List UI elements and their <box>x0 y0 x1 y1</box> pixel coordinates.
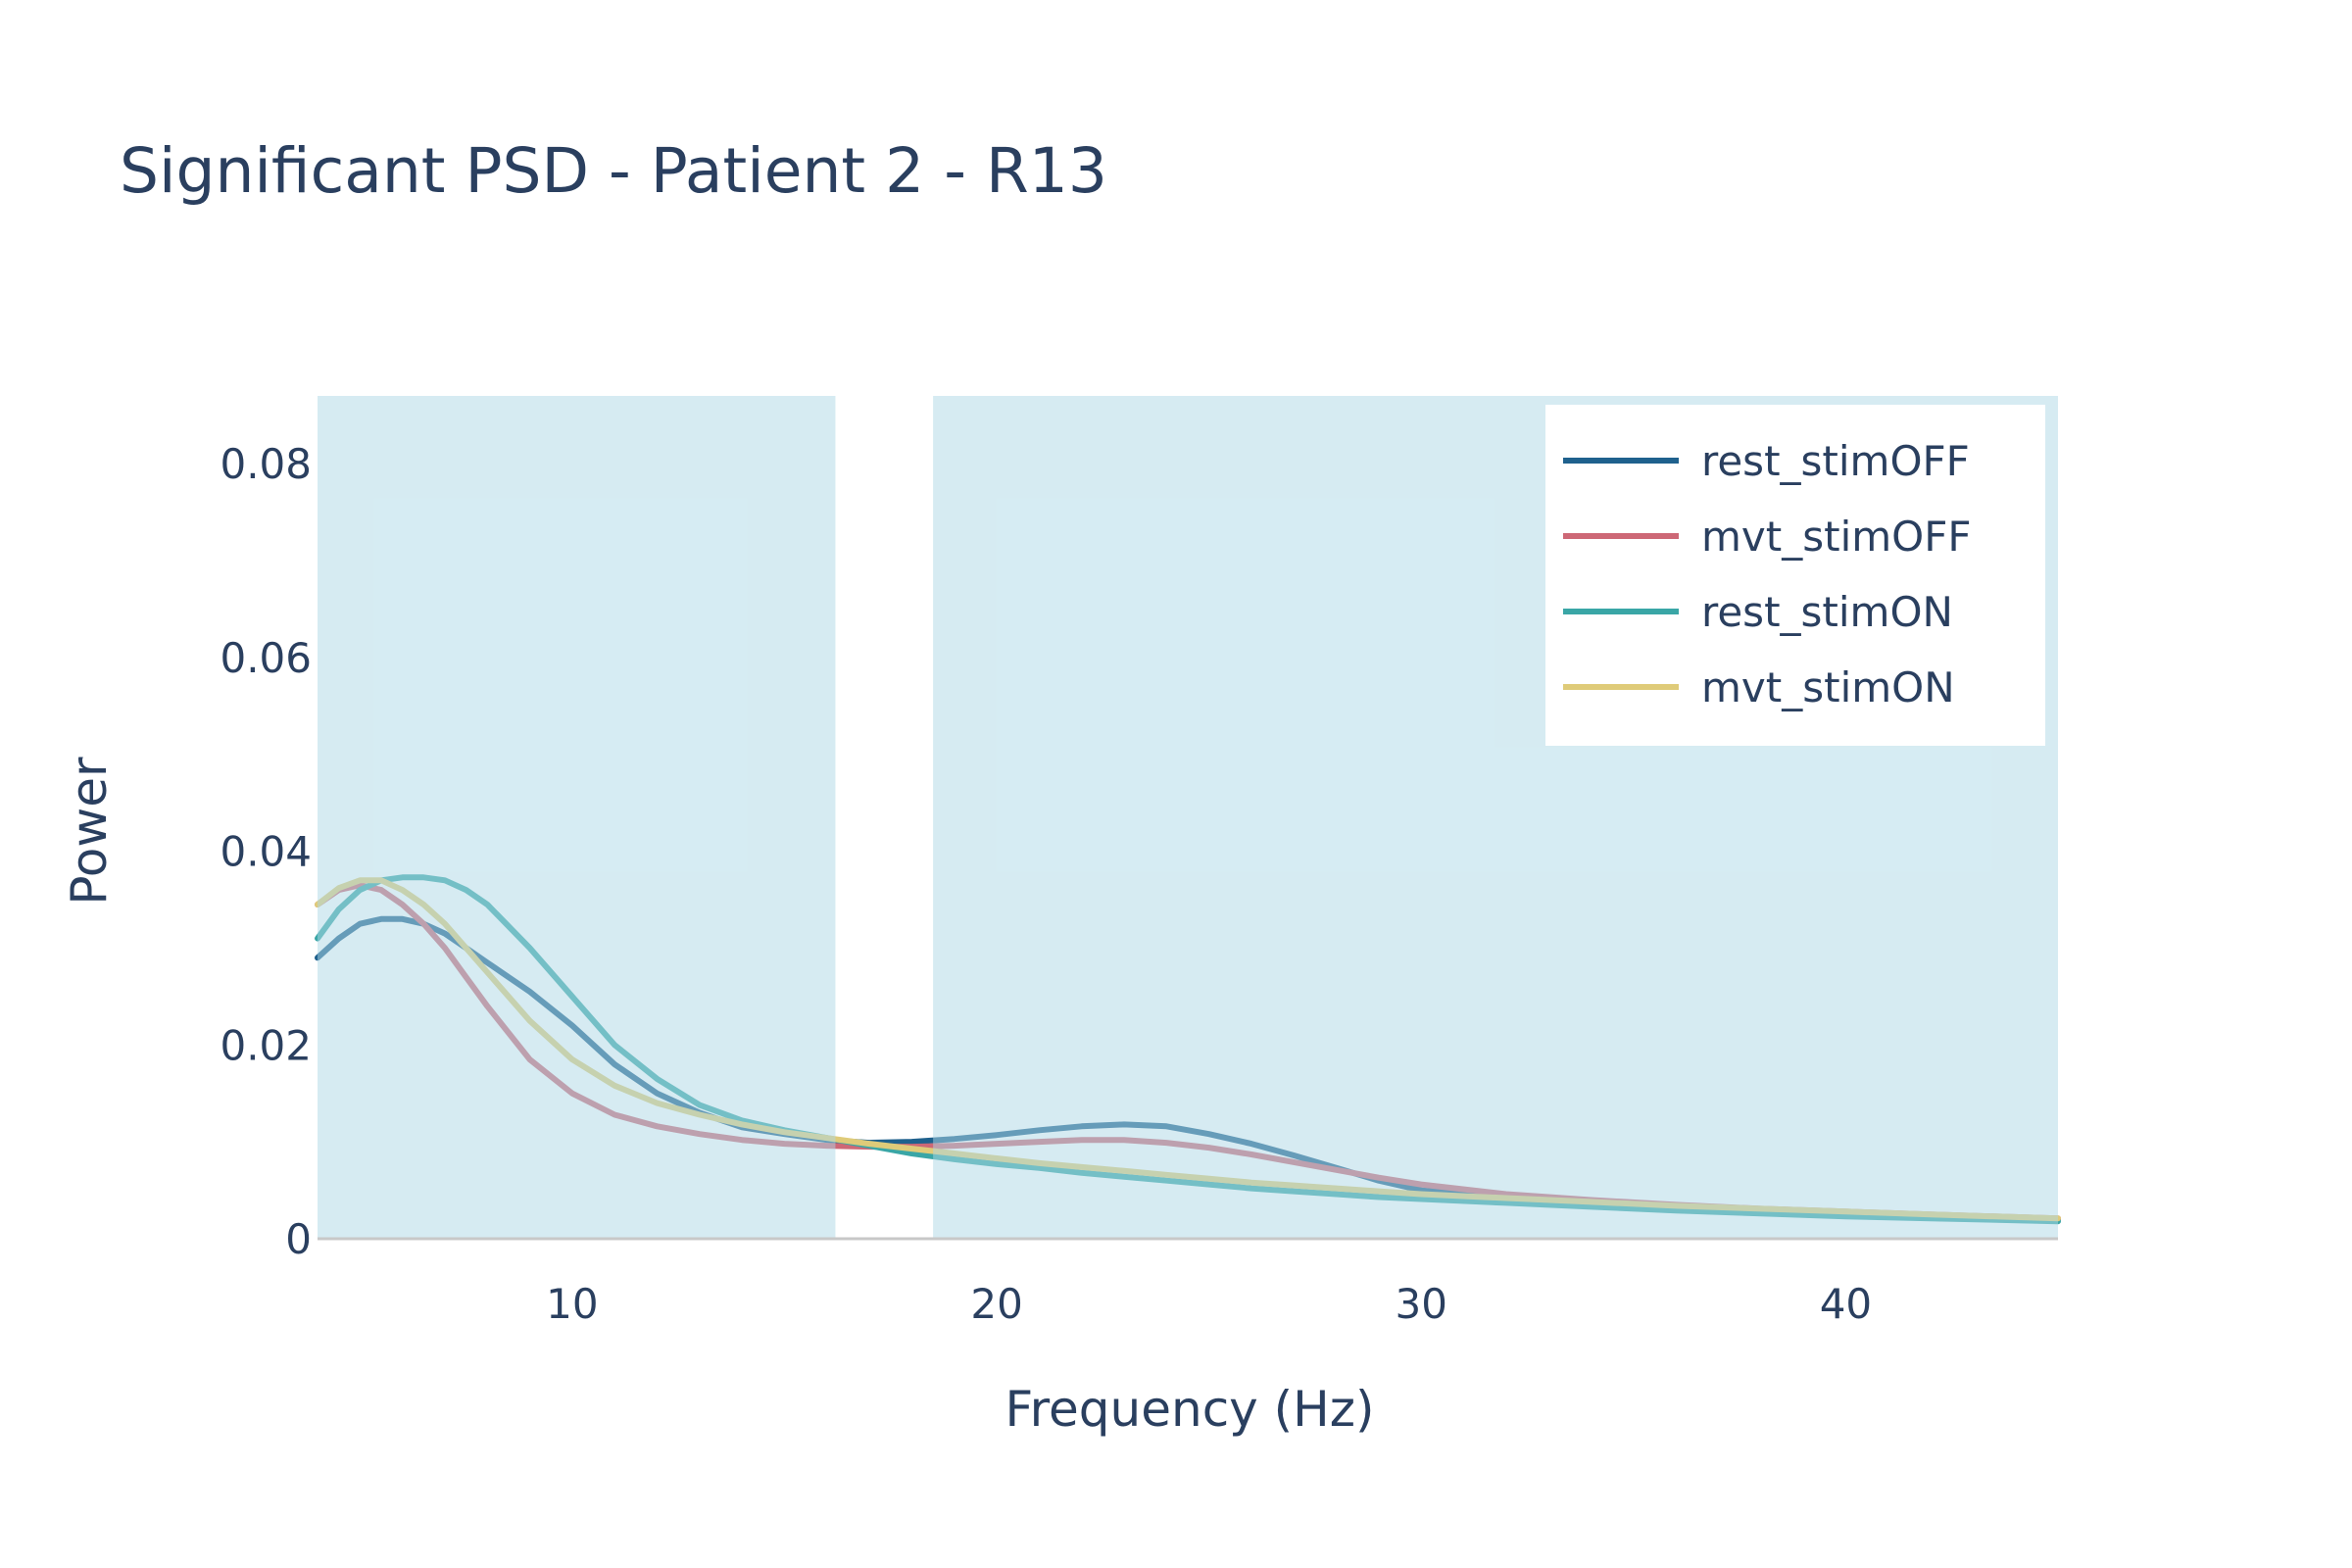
y-tick-labels: 0 0.02 0.04 0.06 0.08 <box>220 440 312 1263</box>
legend: rest_stimOFF mvt_stimOFF rest_stimON mvt_st… <box>1545 405 2045 746</box>
x-tick-labels: 10 20 30 40 <box>546 1280 1872 1328</box>
y-tick-label: 0.04 <box>220 828 312 876</box>
x-tick-label: 20 <box>970 1280 1022 1328</box>
legend-label-mvt-stimOFF: mvt_stimOFF <box>1701 513 1972 561</box>
legend-label-rest-stimOFF: rest_stimOFF <box>1701 437 1970 485</box>
legend-label-mvt-stimON: mvt_stimON <box>1701 663 1955 711</box>
legend-label-rest-stimON: rest_stimON <box>1701 588 1953 636</box>
x-tick-label: 40 <box>1820 1280 1872 1328</box>
x-tick-label: 10 <box>546 1280 598 1328</box>
x-axis-label: Frequency (Hz) <box>1004 1381 1374 1438</box>
significant-band-1 <box>318 396 836 1239</box>
y-tick-label: 0.08 <box>220 440 312 488</box>
y-tick-label: 0.06 <box>220 634 312 682</box>
y-tick-label: 0 <box>285 1215 312 1263</box>
x-tick-label: 30 <box>1396 1280 1447 1328</box>
y-axis-label: Power <box>61 757 118 906</box>
chart-title: Significant PSD - Patient 2 - R13 <box>120 135 1107 207</box>
y-tick-label: 0.02 <box>220 1021 312 1069</box>
